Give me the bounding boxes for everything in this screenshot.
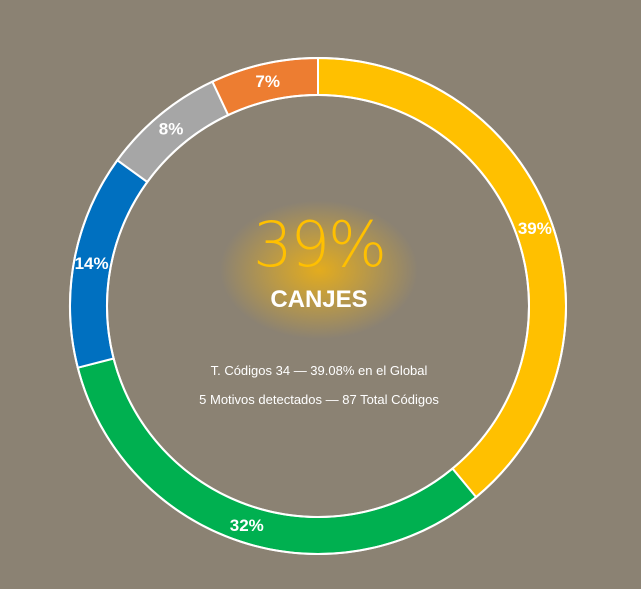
- center-percent: 39%: [253, 208, 387, 281]
- slice-label-2: 14%: [75, 254, 109, 273]
- slice-label-1: 32%: [230, 516, 264, 535]
- center-summary-line-1: T. Códigos 34 — 39.08% en el Global: [210, 363, 428, 378]
- center-title: CANJES: [270, 286, 368, 313]
- slice-label-0: 39%: [518, 219, 552, 238]
- donut-inner-rim: [106, 94, 530, 518]
- donut-slice-1: [76, 357, 478, 555]
- donut-outer-rim: [69, 57, 567, 555]
- slice-label-4: 7%: [255, 72, 280, 91]
- slice-label-3: 8%: [159, 119, 184, 138]
- center-summary-line-2: 5 Motivos detectados — 87 Total Códigos: [199, 392, 439, 407]
- center-glow: [219, 200, 419, 340]
